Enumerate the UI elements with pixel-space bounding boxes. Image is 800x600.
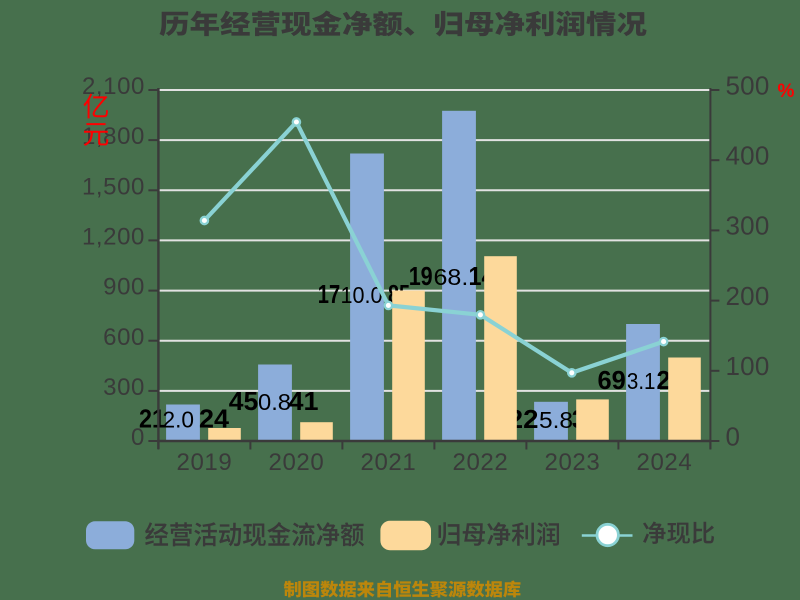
- svg-text:21: 21: [139, 406, 165, 434]
- svg-text:2022: 2022: [453, 449, 509, 476]
- svg-text:2021: 2021: [361, 449, 417, 476]
- svg-text:%: %: [778, 81, 795, 102]
- svg-text:0: 0: [726, 421, 741, 451]
- svg-text:200: 200: [726, 281, 770, 311]
- svg-text:41: 41: [289, 388, 319, 416]
- svg-text:900: 900: [103, 274, 145, 301]
- svg-text:45: 45: [229, 388, 258, 416]
- svg-text:17: 17: [318, 281, 340, 309]
- svg-text:2020: 2020: [269, 449, 325, 476]
- svg-text:68.: 68.: [434, 264, 469, 290]
- svg-text:500: 500: [726, 70, 770, 100]
- svg-text:100: 100: [726, 351, 770, 381]
- svg-text:2.0: 2.0: [163, 407, 195, 433]
- svg-text:69: 69: [598, 367, 626, 395]
- svg-text:5.8: 5.8: [539, 407, 573, 433]
- svg-text:600: 600: [103, 324, 145, 351]
- svg-text:0.8: 0.8: [258, 389, 291, 415]
- svg-text:10.0: 10.0: [341, 282, 383, 308]
- svg-text:3.1: 3.1: [627, 368, 656, 394]
- svg-text:2024: 2024: [637, 449, 693, 476]
- svg-text:400: 400: [726, 141, 770, 171]
- svg-text:300: 300: [103, 374, 145, 401]
- svg-text:300: 300: [726, 211, 770, 241]
- svg-text:2,100: 2,100: [82, 73, 145, 100]
- svg-text:1,200: 1,200: [82, 224, 145, 251]
- svg-text:0: 0: [131, 424, 145, 451]
- svg-text:2019: 2019: [177, 449, 233, 476]
- svg-text:2023: 2023: [545, 449, 601, 476]
- svg-text:19: 19: [409, 263, 433, 291]
- svg-text:1,500: 1,500: [82, 173, 145, 200]
